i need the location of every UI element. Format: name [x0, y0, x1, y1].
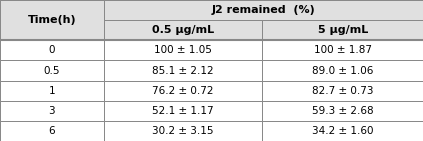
Bar	[0, 60, 104, 81]
Text: 1: 1	[49, 86, 55, 96]
Text: 52.1 ± 1.17: 52.1 ± 1.17	[152, 106, 214, 116]
Bar	[0, 121, 104, 141]
Text: 30.2 ± 3.15: 30.2 ± 3.15	[152, 126, 214, 136]
Bar	[262, 60, 423, 81]
Bar	[0, 101, 104, 121]
Text: 100 ± 1.05: 100 ± 1.05	[154, 45, 212, 55]
Bar	[104, 121, 262, 141]
Bar	[104, 60, 262, 81]
Text: 82.7 ± 0.73: 82.7 ± 0.73	[312, 86, 374, 96]
Bar	[262, 101, 423, 121]
Bar	[262, 40, 423, 60]
Bar	[104, 81, 262, 101]
Bar	[104, 40, 262, 60]
Text: 0.5 μg/mL: 0.5 μg/mL	[152, 25, 214, 35]
Bar	[104, 0, 423, 20]
Text: 0.5: 0.5	[44, 66, 60, 75]
Bar	[104, 101, 262, 121]
Bar	[262, 81, 423, 101]
Text: 100 ± 1.87: 100 ± 1.87	[313, 45, 372, 55]
Bar	[262, 121, 423, 141]
Text: 5 μg/mL: 5 μg/mL	[318, 25, 368, 35]
Text: Time(h): Time(h)	[27, 15, 76, 25]
Bar	[0, 81, 104, 101]
Bar	[0, 0, 104, 40]
Text: 89.0 ± 1.06: 89.0 ± 1.06	[312, 66, 374, 75]
Text: 59.3 ± 2.68: 59.3 ± 2.68	[312, 106, 374, 116]
Text: 6: 6	[49, 126, 55, 136]
Bar	[0, 40, 104, 60]
Text: 3: 3	[49, 106, 55, 116]
Bar	[104, 20, 262, 40]
Bar	[262, 20, 423, 40]
Text: J2 remained  (%): J2 remained (%)	[212, 5, 315, 15]
Text: 85.1 ± 2.12: 85.1 ± 2.12	[152, 66, 214, 75]
Text: 0: 0	[49, 45, 55, 55]
Text: 34.2 ± 1.60: 34.2 ± 1.60	[312, 126, 374, 136]
Text: 76.2 ± 0.72: 76.2 ± 0.72	[152, 86, 214, 96]
